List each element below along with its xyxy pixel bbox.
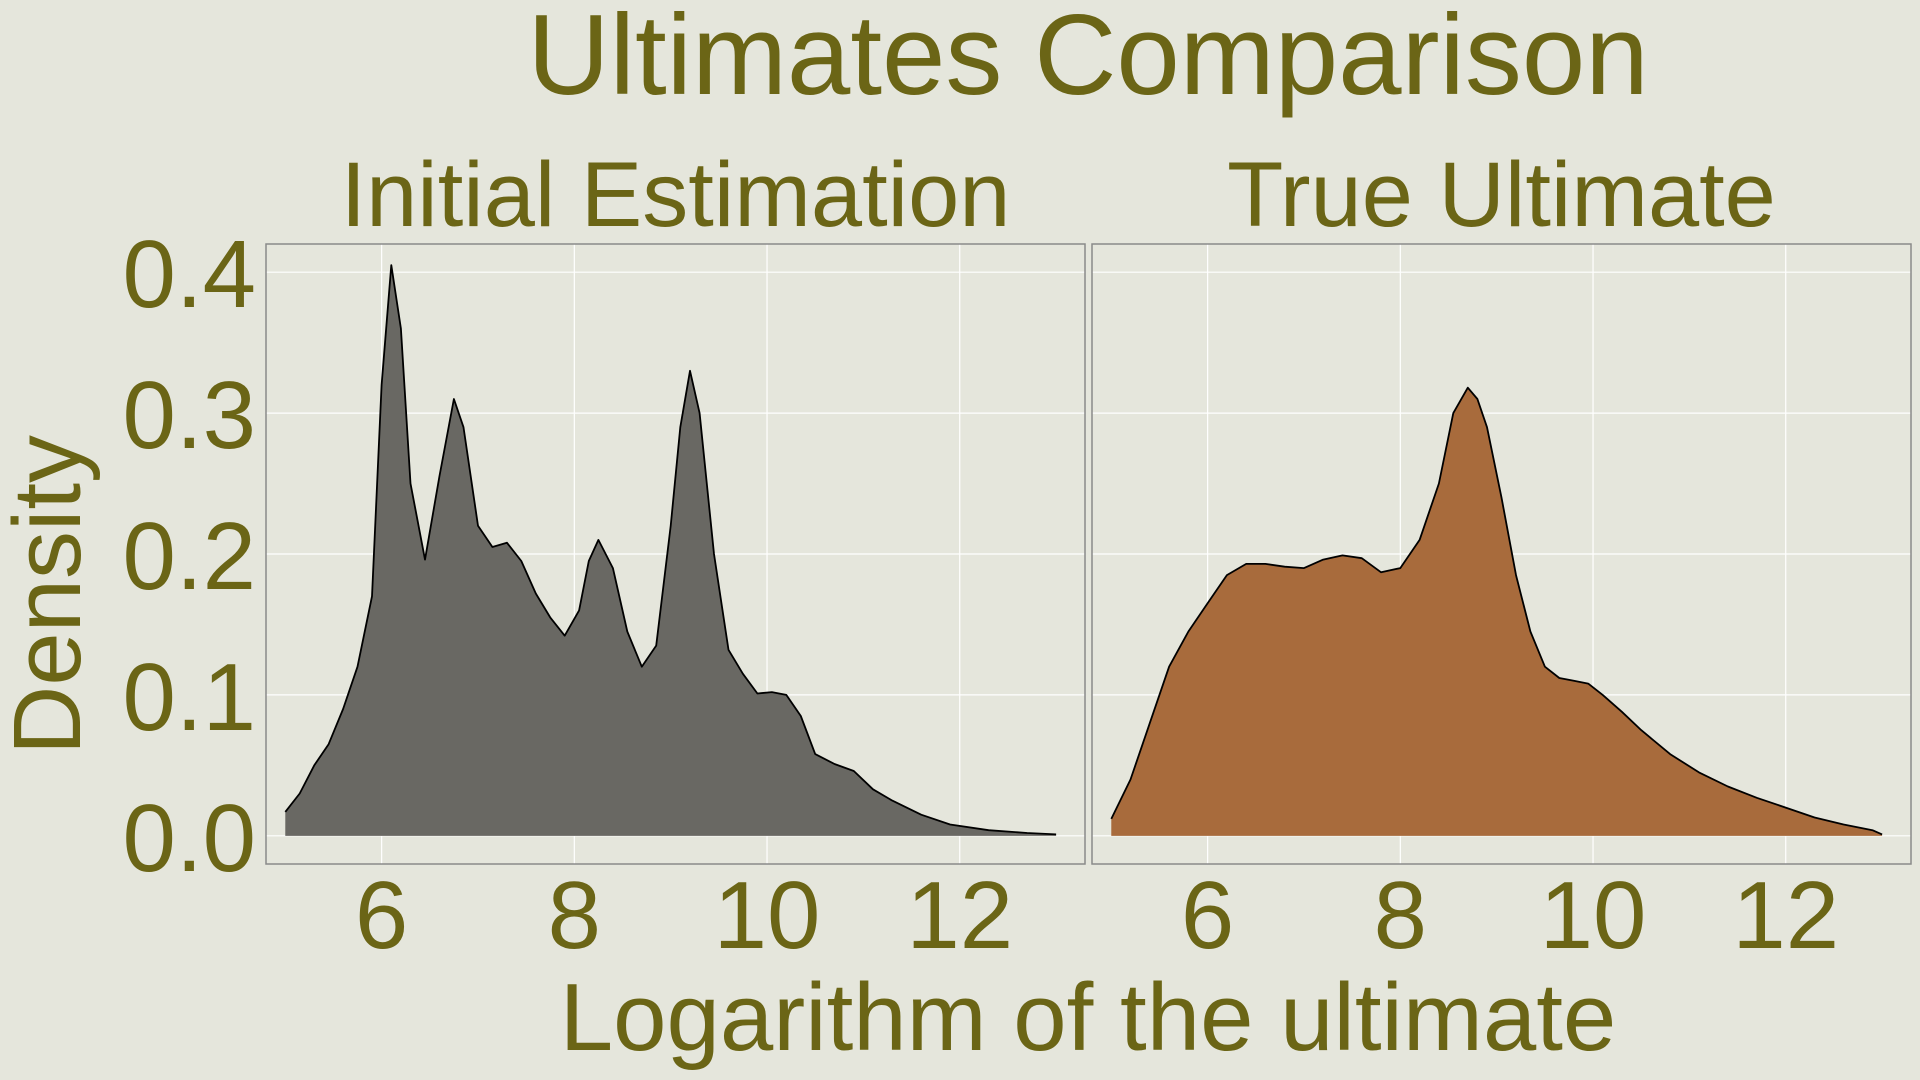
x-tick-label: 10: [1540, 862, 1647, 969]
density-line: [284, 264, 1057, 836]
x-tick-label: 10: [714, 862, 821, 969]
x-tick-label: 6: [1181, 862, 1234, 969]
y-tick-label: 0.1: [123, 644, 256, 751]
y-tick-label: 0.2: [123, 503, 256, 610]
panel-border: [265, 243, 1086, 865]
panel-border: [1091, 243, 1912, 865]
x-tick-label: 8: [1374, 862, 1427, 969]
facet-panels: Initial Estimation 6 8 10 12 True Ultimate 6 8 1…: [265, 144, 1912, 969]
chart-title: Ultimates Comparison: [527, 0, 1648, 119]
y-axis-label: Density: [0, 435, 101, 755]
x-tick-label: 12: [906, 862, 1013, 969]
panel-0: Initial Estimation 6 8 10 12: [265, 144, 1086, 969]
y-tick-label: 0.4: [123, 221, 256, 328]
y-tick-label: 0.0: [123, 785, 256, 892]
density-line: [1110, 386, 1883, 836]
x-tick-label: 8: [548, 862, 601, 969]
x-tick-label: 6: [355, 862, 408, 969]
y-tick-labels: 0.0 0.1 0.2 0.3 0.4: [123, 221, 256, 892]
panel-title: Initial Estimation: [341, 144, 1011, 246]
density-area: [1111, 387, 1883, 836]
density-area: [285, 265, 1057, 836]
panel-1: True Ultimate 6 8 10 12: [1091, 144, 1912, 969]
panel-title: True Ultimate: [1227, 144, 1776, 246]
x-tick-label: 12: [1732, 862, 1839, 969]
x-axis-label: Logarithm of the ultimate: [560, 964, 1617, 1071]
y-tick-label: 0.3: [123, 362, 256, 469]
